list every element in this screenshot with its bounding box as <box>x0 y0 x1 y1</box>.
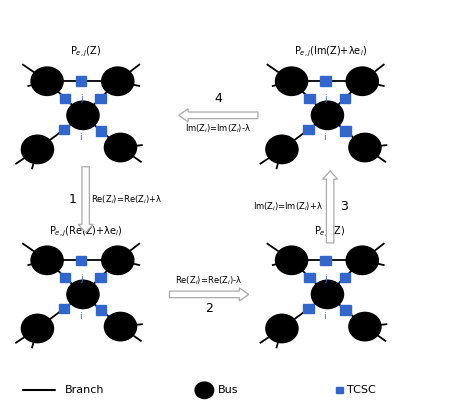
FancyArrow shape <box>179 109 258 122</box>
Circle shape <box>104 133 137 162</box>
Text: Im(Z$_i$)=Im(Z$_i$)-λ: Im(Z$_i$)=Im(Z$_i$)-λ <box>185 123 251 135</box>
Bar <box>336 387 343 394</box>
Bar <box>76 256 86 265</box>
Circle shape <box>67 101 99 129</box>
Bar <box>340 305 351 315</box>
Circle shape <box>266 314 298 343</box>
Circle shape <box>31 67 63 95</box>
Circle shape <box>102 67 134 95</box>
FancyArrow shape <box>78 167 93 233</box>
Bar <box>60 273 71 282</box>
Bar <box>96 126 106 136</box>
Text: i: i <box>323 133 326 142</box>
Text: Re(Z$_i$)=Re(Z$_i$)-λ: Re(Z$_i$)=Re(Z$_i$)-λ <box>175 275 243 287</box>
Circle shape <box>104 312 137 341</box>
Circle shape <box>266 135 298 164</box>
Text: 1: 1 <box>68 193 76 206</box>
Circle shape <box>21 314 54 343</box>
Text: 4: 4 <box>214 92 222 105</box>
Text: Im(Z$_i$)=Im(Z$_i$)+λ: Im(Z$_i$)=Im(Z$_i$)+λ <box>253 201 323 213</box>
Bar <box>95 94 106 103</box>
Text: 3: 3 <box>340 200 348 213</box>
Circle shape <box>21 135 54 164</box>
Bar <box>303 125 314 134</box>
Bar <box>339 94 350 103</box>
FancyArrow shape <box>323 171 337 243</box>
Text: i: i <box>79 133 82 142</box>
Text: j: j <box>324 273 327 283</box>
Bar <box>96 305 106 315</box>
Bar <box>303 304 314 313</box>
Text: P$_{e,j}$(Im(Z)+λe$_i$): P$_{e,j}$(Im(Z)+λe$_i$) <box>293 45 367 60</box>
Text: j: j <box>80 94 82 103</box>
Circle shape <box>311 101 344 129</box>
Bar <box>339 273 350 282</box>
Bar <box>58 125 69 134</box>
FancyArrow shape <box>170 288 249 301</box>
Circle shape <box>275 246 308 275</box>
Bar <box>304 94 315 103</box>
Text: i: i <box>323 312 326 321</box>
Bar <box>320 256 331 265</box>
Text: Re(Z$_i$)=Re(Z$_i$)+λ: Re(Z$_i$)=Re(Z$_i$)+λ <box>91 194 163 206</box>
Circle shape <box>346 67 378 95</box>
Text: P$_{e,j}$(Re(Z)+λe$_i$): P$_{e,j}$(Re(Z)+λe$_i$) <box>49 224 123 239</box>
Text: j: j <box>80 273 82 283</box>
Circle shape <box>195 382 214 399</box>
Circle shape <box>346 246 378 275</box>
Bar <box>76 76 86 86</box>
Circle shape <box>349 133 381 162</box>
Bar <box>340 126 351 136</box>
Bar <box>60 94 71 103</box>
Circle shape <box>31 246 63 275</box>
Circle shape <box>275 67 308 95</box>
Text: Branch: Branch <box>65 385 104 395</box>
Text: i: i <box>79 312 82 321</box>
Text: P$_{e,j}$(Z): P$_{e,j}$(Z) <box>314 224 346 239</box>
Text: TCSC: TCSC <box>347 385 376 395</box>
Text: P$_{e,j}$(Z): P$_{e,j}$(Z) <box>70 45 101 60</box>
Bar <box>304 273 315 282</box>
Circle shape <box>102 246 134 275</box>
Bar <box>95 273 106 282</box>
Text: j: j <box>324 94 327 103</box>
Circle shape <box>311 280 344 309</box>
Text: 2: 2 <box>205 302 213 315</box>
Text: Bus: Bus <box>219 385 239 395</box>
Bar <box>58 304 69 313</box>
Bar <box>320 76 331 86</box>
Circle shape <box>67 280 99 309</box>
Circle shape <box>349 312 381 341</box>
